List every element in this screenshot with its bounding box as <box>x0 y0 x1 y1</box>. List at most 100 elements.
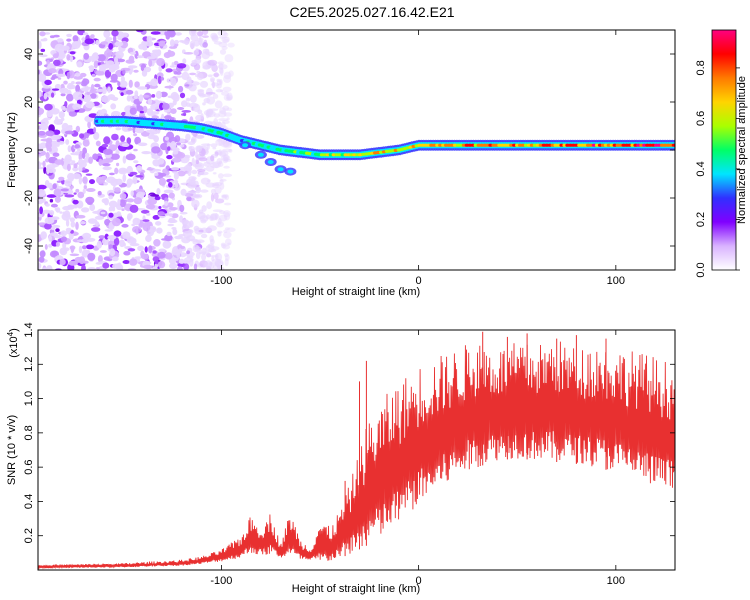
noise-blob <box>122 32 128 37</box>
noise-blob <box>64 101 68 108</box>
noise-blob <box>134 256 142 259</box>
noise-blob <box>182 220 192 229</box>
noise-blob <box>189 40 196 49</box>
noise-blob <box>54 83 62 90</box>
noise-blob <box>72 35 79 43</box>
noise-blob <box>98 158 103 166</box>
x-tick-label: 100 <box>607 275 625 287</box>
noise-blob <box>52 183 57 190</box>
noise-blob <box>86 91 91 95</box>
noise-blob <box>166 231 172 237</box>
noise-blob <box>223 210 231 218</box>
noise-blob <box>92 153 99 160</box>
noise-blob <box>66 33 72 38</box>
noise-blob <box>94 215 105 220</box>
noise-blob <box>218 173 224 179</box>
noise-blob <box>44 244 48 250</box>
noise-blob <box>133 160 139 164</box>
noise-blob <box>59 247 68 256</box>
noise-blob <box>177 107 185 110</box>
noise-blob <box>158 206 162 209</box>
noise-blob <box>51 88 60 91</box>
noise-blob <box>44 79 52 86</box>
noise-blob <box>109 96 119 101</box>
noise-blob <box>82 232 92 240</box>
noise-blob <box>191 199 200 208</box>
noise-blob <box>205 165 215 172</box>
noise-blob <box>135 188 145 193</box>
noise-blob <box>136 165 143 172</box>
noise-blob <box>84 152 90 158</box>
noise-blob <box>205 214 211 220</box>
noise-blob <box>224 254 230 262</box>
noise-blob <box>182 58 187 64</box>
noise-blob <box>132 217 141 226</box>
noise-blob <box>43 117 51 121</box>
noise-blob <box>150 78 159 87</box>
noise-blob <box>119 169 126 173</box>
noise-blob <box>140 250 145 258</box>
noise-blob <box>169 262 178 269</box>
noise-blob <box>223 32 229 37</box>
noise-blob <box>179 144 185 148</box>
noise-blob <box>139 110 144 114</box>
noise-blob <box>226 92 233 101</box>
noise-blob <box>103 182 108 186</box>
noise-blob <box>218 36 228 39</box>
noise-blob <box>164 213 171 216</box>
noise-blob <box>205 110 210 119</box>
noise-blob <box>75 221 79 230</box>
noise-blob <box>96 54 106 62</box>
noise-blob <box>209 235 214 243</box>
noise-blob <box>83 52 90 60</box>
noise-blob <box>224 238 232 246</box>
noise-blob <box>79 221 86 225</box>
noise-blob <box>108 195 114 200</box>
noise-blob <box>185 133 191 141</box>
noise-blob <box>188 30 197 37</box>
noise-blob <box>144 246 148 253</box>
noise-blob <box>122 260 131 264</box>
noise-blob <box>193 50 200 56</box>
noise-blob <box>40 48 46 53</box>
noise-blob <box>48 243 53 248</box>
noise-blob <box>114 56 118 65</box>
noise-blob <box>157 260 166 269</box>
noise-blob <box>180 245 186 250</box>
y-tick-label: 0.6 <box>23 459 35 474</box>
noise-blob <box>134 175 144 178</box>
noise-blob <box>187 190 198 194</box>
noise-blob <box>181 113 186 116</box>
noise-blob <box>172 99 177 106</box>
colorbar: 0.0 0.2 0.4 0.6 0.8 Normalized spectral ampl… <box>695 29 748 278</box>
noise-blob <box>154 196 161 201</box>
noise-blob <box>114 167 119 175</box>
noise-blob <box>222 86 232 93</box>
noise-blob <box>214 258 224 267</box>
noise-blob <box>100 61 105 65</box>
noise-blob <box>121 208 125 212</box>
noise-blob <box>43 92 48 100</box>
noise-blob <box>181 110 191 113</box>
noise-blob <box>137 142 148 147</box>
noise-blob <box>69 217 76 223</box>
noise-blob <box>102 148 113 155</box>
noise-blob <box>74 72 81 77</box>
noise-blob <box>166 78 171 83</box>
noise-blob <box>54 43 64 53</box>
noise-blob <box>134 81 140 88</box>
noise-blob <box>56 138 61 143</box>
noise-blob <box>38 161 42 169</box>
noise-blob <box>112 263 119 269</box>
noise-blob <box>127 248 136 252</box>
noise-blob <box>166 202 174 208</box>
noise-blob <box>85 101 95 109</box>
noise-blob <box>102 163 111 167</box>
noise-blob <box>44 223 52 230</box>
colorbar-tick-label: 0.6 <box>695 111 707 126</box>
noise-blob <box>192 103 201 113</box>
noise-blob <box>62 45 70 51</box>
noise-blob <box>220 242 226 247</box>
noise-blob <box>199 80 209 88</box>
noise-blob <box>152 168 162 172</box>
